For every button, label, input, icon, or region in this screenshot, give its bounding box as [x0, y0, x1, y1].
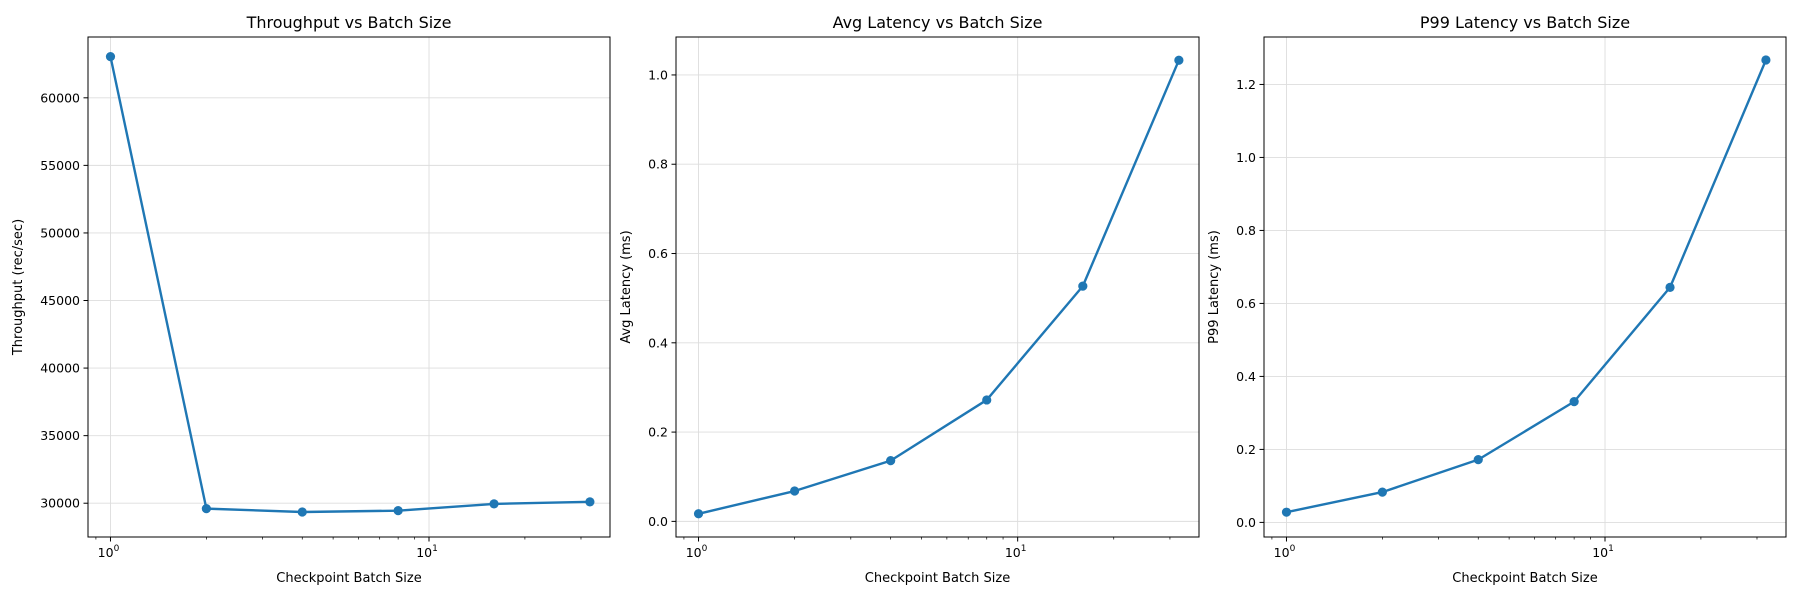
chart-3-series-line [1286, 59, 1768, 514]
chart-1-y-tick-label-0: 30000 [40, 496, 80, 511]
chart-3-title: P99 Latency vs Batch Size [1420, 13, 1630, 32]
chart-3-y-tick-label-4: 0.8 [1236, 223, 1256, 238]
chart-3-point-1 [1377, 487, 1387, 497]
chart-1-y-tick-label-6: 60000 [40, 90, 80, 105]
chart-3-y-tick-label-5: 1.0 [1236, 150, 1256, 165]
chart-1-point-2 [297, 507, 307, 517]
chart-1-frame [87, 36, 611, 538]
chart-1-x-tick-label-1: 101 [416, 544, 438, 560]
chart-3-y-tick-label-0: 0.0 [1236, 515, 1256, 530]
chart-2-y-tick-label-2: 0.4 [648, 335, 668, 350]
chart-2-x-tick-label-0: 100 [686, 544, 708, 560]
chart-1-series-line [109, 56, 590, 514]
chart-2-x-tick-label-1: 101 [1005, 544, 1027, 560]
chart-3-y-tick-label-6: 1.2 [1236, 77, 1256, 92]
chart-1-point-3 [393, 506, 403, 516]
chart-1-y-axis-label: Throughput (rec/sec) [11, 219, 26, 356]
chart-1-y-tick-label-4: 50000 [40, 225, 80, 240]
chart-2-frame [675, 36, 1200, 538]
chart-1-point-0 [105, 51, 116, 62]
chart-1-point-4 [489, 499, 499, 509]
chart-3-point-0 [1281, 507, 1292, 517]
chart-1-y-tick-label-1: 35000 [40, 428, 80, 443]
chart-2-x-axis-label: Checkpoint Batch Size [865, 571, 1010, 586]
chart-2-point-3 [982, 395, 992, 405]
chart-1-y-tick-label-5: 55000 [40, 158, 80, 173]
chart-2-series-line [698, 59, 1180, 515]
chart-2: 100 101 0.0 0.2 0.4 0.6 0.8 1.0 Avg Latency vs B… [619, 13, 1200, 586]
chart-3-point-2 [1473, 455, 1483, 465]
chart-1-point-1 [201, 504, 211, 514]
chart-3-point-5 [1761, 55, 1771, 65]
chart-2-point-2 [886, 456, 896, 466]
chart-2-point-1 [789, 486, 800, 496]
chart-3-point-4 [1665, 282, 1675, 292]
chart-1-y-tick-label-2: 40000 [40, 361, 80, 376]
chart-3-x-tick-label-0: 100 [1274, 544, 1296, 560]
chart-3-y-tick-label-1: 0.2 [1236, 442, 1256, 457]
chart-1-y-tick-label-3: 45000 [40, 293, 80, 308]
chart-2-y-tick-label-3: 0.6 [648, 246, 668, 261]
chart-1-x-tick-label-0: 100 [98, 544, 120, 560]
chart-3-x-axis-label: Checkpoint Batch Size [1452, 571, 1597, 586]
chart-2-point-0 [693, 509, 704, 519]
chart-1-point-5 [585, 497, 595, 507]
chart-3-y-axis-label: P99 Latency (ms) [1207, 230, 1222, 344]
chart-1-title: Throughput vs Batch Size [246, 13, 452, 32]
chart-2-y-tick-label-1: 0.2 [648, 425, 668, 440]
chart-1: 100 101 30000 35000 40000 45000 50000 55000 6000… [11, 13, 611, 586]
chart-2-point-4 [1078, 281, 1088, 291]
chart-3-frame [1263, 36, 1787, 538]
chart-2-y-tick-label-0: 0.0 [648, 514, 668, 529]
chart-3-y-tick-label-3: 0.6 [1236, 296, 1256, 311]
chart-3: 100 101 0.0 0.2 0.4 0.6 0.8 1.0 1.2 P99 Latency v… [1207, 13, 1787, 586]
chart-3-point-3 [1569, 396, 1579, 407]
chart-2-title: Avg Latency vs Batch Size [833, 13, 1043, 32]
chart-2-y-tick-label-4: 0.8 [648, 157, 668, 172]
chart-3-y-tick-label-2: 0.4 [1236, 369, 1256, 384]
chart-1-x-axis-label: Checkpoint Batch Size [276, 571, 421, 586]
chart-3-x-tick-label-1: 101 [1592, 544, 1614, 560]
chart-2-y-tick-label-5: 1.0 [648, 67, 668, 82]
chart-2-point-5 [1174, 55, 1184, 65]
chart-2-y-axis-label: Avg Latency (ms) [619, 230, 634, 343]
